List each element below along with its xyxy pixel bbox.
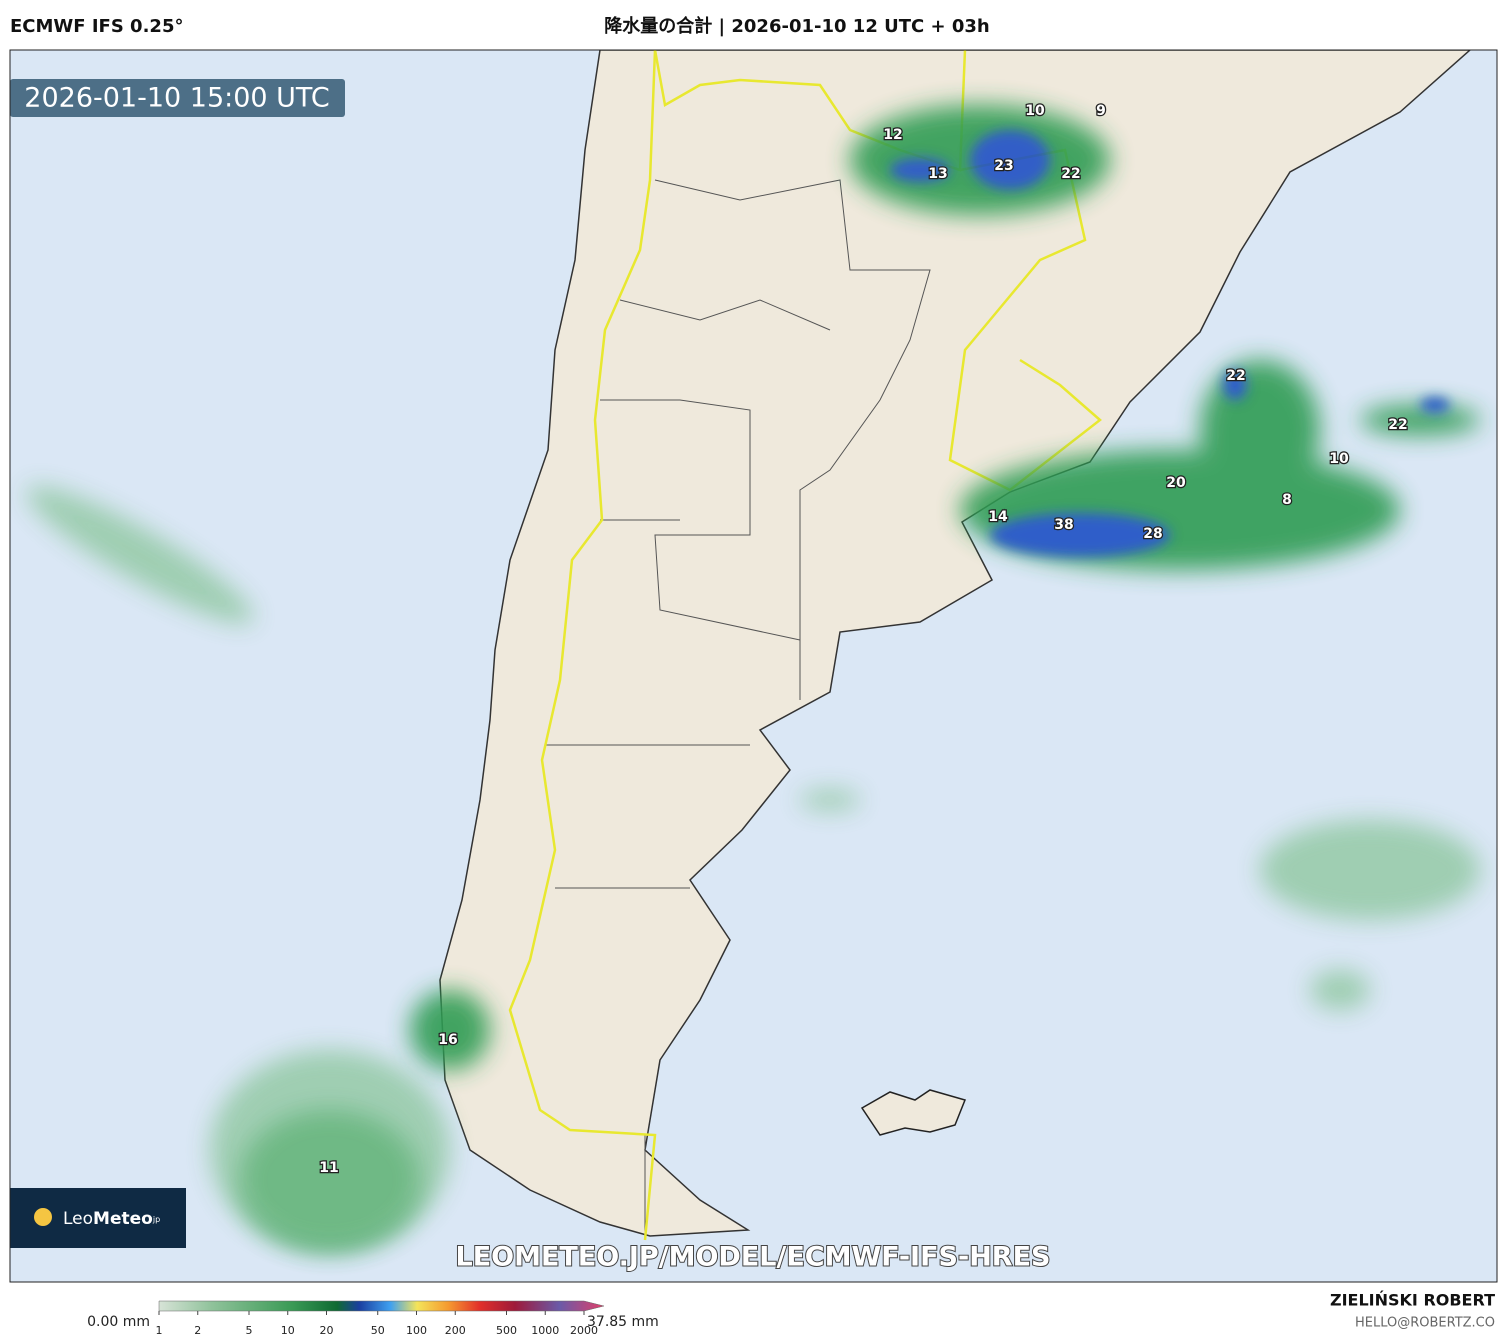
value-label: 13 [928,166,947,182]
land [439,50,1472,1237]
tick-label: 20 [320,1324,334,1337]
map-title: 降水量の合計 | 2026-01-10 12 UTC + 03h [604,15,989,37]
logo-bold: Meteo [93,1209,153,1229]
value-label: 8 [1282,492,1292,508]
value-label: 11 [319,1160,338,1176]
national-border [508,50,657,1241]
value-label: 22 [1061,166,1080,182]
tick-label: 2 [194,1324,201,1337]
logo-sun [34,1208,52,1226]
tick-label: 200 [445,1324,466,1337]
legend: 0.00 mm 37.85 mm 1 2 5 10 20 50 100 200 500 1000 2… [87,1300,659,1337]
tick-label: 5 [245,1324,252,1337]
tick-label: 1000 [531,1324,559,1337]
value-label: 10 [1329,451,1349,467]
tick-label: 50 [371,1324,385,1337]
tick-label: 2000 [570,1324,598,1337]
value-label: 28 [1143,526,1162,542]
model-name: ECMWF IFS 0.25° [10,16,183,37]
tick-label: 100 [406,1324,427,1337]
value-labels: 12 10 9 13 23 22 22 22 10 20 8 14 38 28 … [318,102,1409,1178]
logo-light: Leo [63,1209,93,1229]
logo-suffix: jp [152,1215,160,1224]
value-label: 38 [1054,517,1073,533]
value-label: 10 [1025,103,1045,119]
value-label: 14 [988,509,1008,525]
email: HELLO@ROBERTZ.CO [1355,1316,1495,1331]
map: 12 10 9 13 23 22 22 22 10 20 8 14 38 28 … [10,50,1497,1282]
watermark: LEOMETEO.JP/MODEL/ECMWF-IFS-HRES [456,1242,1051,1273]
logo-text: LeoMeteojp [63,1209,160,1229]
precipitation [26,105,1480,1250]
legend-min: 0.00 mm [87,1314,150,1330]
map-frame [9,49,1498,1283]
valid-time: 2026-01-10 15:00 UTC [24,83,329,114]
value-label: 16 [438,1032,457,1048]
time-box [10,79,345,117]
national-border [948,148,1102,492]
value-label: 20 [1166,475,1186,491]
value-label: 22 [1388,417,1407,433]
falkland-islands [860,1089,967,1136]
value-label: 12 [883,127,902,143]
legend-max: 37.85 mm [587,1314,659,1330]
tick-label: 500 [496,1324,517,1337]
value-label: 23 [994,158,1013,174]
author: ZIELIŃSKI ROBERT [1330,1291,1495,1310]
color-bar [158,1300,605,1312]
value-label: 22 [1226,368,1245,384]
value-label: 9 [1096,103,1106,119]
tick-label: 10 [281,1324,295,1337]
province-borders [545,179,931,1240]
tick-label: 1 [156,1324,163,1337]
